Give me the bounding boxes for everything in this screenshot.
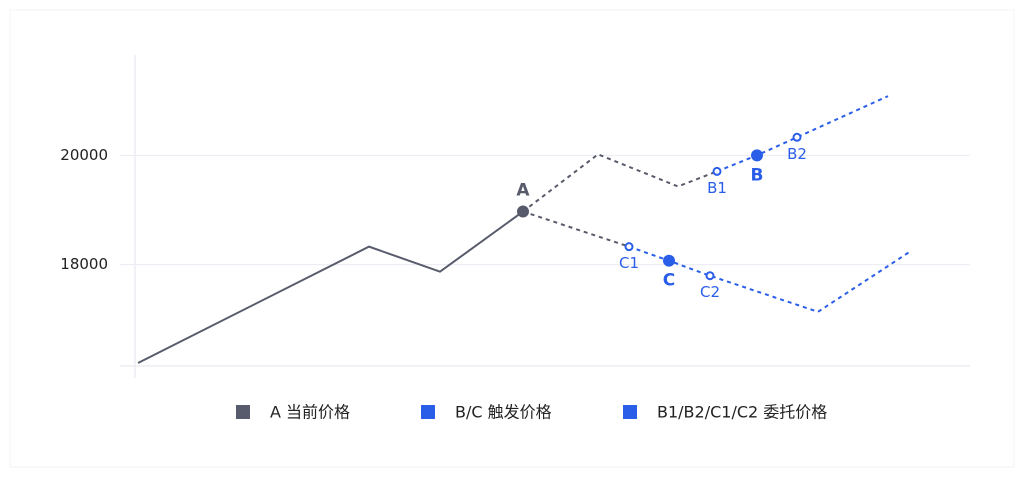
legend-swatch bbox=[236, 405, 250, 419]
line-series bbox=[137, 210, 524, 364]
point-label: B2 bbox=[787, 145, 807, 163]
point bbox=[624, 242, 634, 252]
point bbox=[792, 132, 802, 142]
point bbox=[705, 271, 715, 281]
point-label: C1 bbox=[619, 254, 639, 272]
card bbox=[9, 9, 1015, 468]
legend-label: B1/B2/C1/C2 委托价格 bbox=[657, 403, 827, 422]
y-tick-label: 20000 bbox=[60, 146, 108, 164]
line-series bbox=[522, 210, 630, 248]
point bbox=[712, 166, 722, 176]
point-label: B1 bbox=[707, 179, 727, 197]
legend-swatch bbox=[623, 405, 637, 419]
line-series bbox=[522, 153, 718, 213]
point-label: B bbox=[751, 165, 764, 185]
legend-label: A 当前价格 bbox=[270, 403, 350, 422]
y-tick-label: 18000 bbox=[60, 255, 108, 273]
legend-swatch bbox=[421, 405, 435, 419]
legend-label: B/C 触发价格 bbox=[455, 403, 552, 422]
point-label: A bbox=[516, 181, 530, 201]
point bbox=[751, 149, 763, 162]
point-label: C bbox=[663, 271, 675, 291]
point bbox=[663, 254, 675, 267]
point bbox=[517, 205, 529, 218]
line-series bbox=[716, 95, 889, 173]
point-label: C2 bbox=[700, 283, 720, 301]
